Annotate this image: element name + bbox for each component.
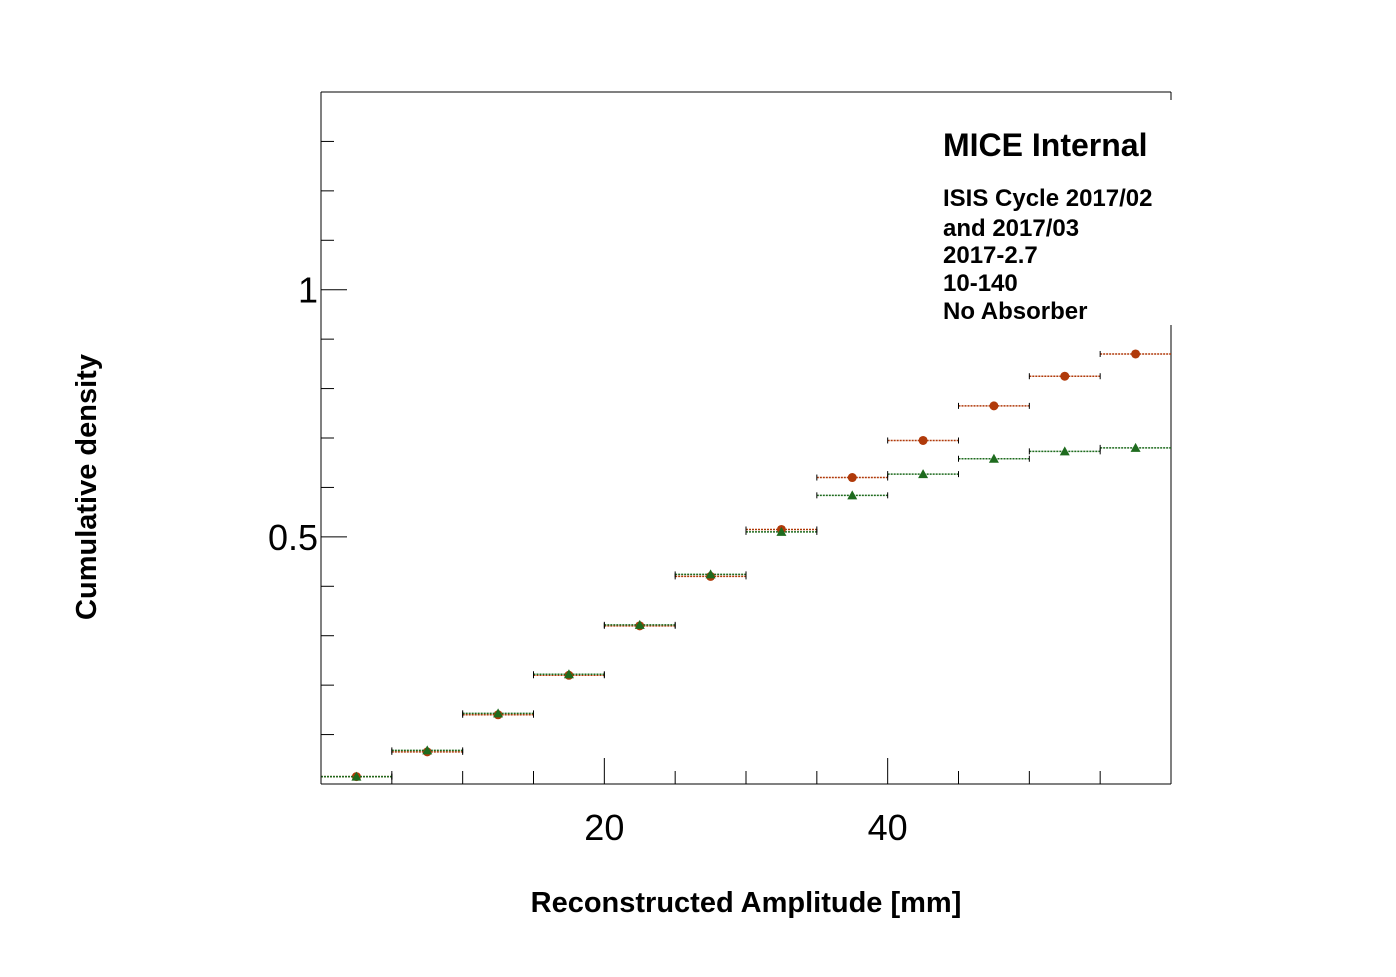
data-point (847, 473, 857, 483)
x-axis-label: Reconstructed Amplitude [mm] (531, 887, 962, 919)
data-point (634, 619, 645, 629)
x-tick-label: 40 (868, 807, 908, 848)
annotation-line: ISIS Cycle 2017/02 (943, 185, 1152, 212)
data-point (422, 745, 433, 755)
data-point (351, 771, 362, 781)
data-point (847, 490, 858, 500)
data-point (989, 401, 999, 411)
annotation-background-layer (935, 100, 1175, 325)
y-tick-label: 0.5 (268, 517, 318, 558)
data-point (1060, 371, 1070, 381)
data-point (776, 526, 787, 536)
data-point (918, 469, 929, 479)
data-point (493, 708, 504, 718)
data-point (988, 453, 999, 463)
y-axis-label: Cumulative density (71, 354, 103, 620)
annotation-line: 10-140 (943, 270, 1018, 297)
series-layer (320, 349, 1171, 782)
data-point (1059, 446, 1070, 456)
data-point (705, 569, 716, 579)
annotation-header: MICE Internal (943, 127, 1147, 163)
annotation-background (935, 100, 1175, 325)
series-1 (320, 349, 1171, 782)
annotation-line: No Absorber (943, 298, 1087, 325)
y-tick-label: 1 (298, 270, 318, 311)
series-2 (320, 442, 1171, 781)
annotation-line: and 2017/03 (943, 215, 1079, 242)
x-tick-label: 20 (584, 807, 624, 848)
data-point (1130, 442, 1141, 452)
data-point (918, 435, 928, 445)
axis-ticks-layer: 20 40 0.5 1 (268, 91, 1101, 848)
data-point (1131, 349, 1141, 359)
annotation-line: 2017-2.7 (943, 242, 1038, 269)
data-point (563, 669, 574, 679)
